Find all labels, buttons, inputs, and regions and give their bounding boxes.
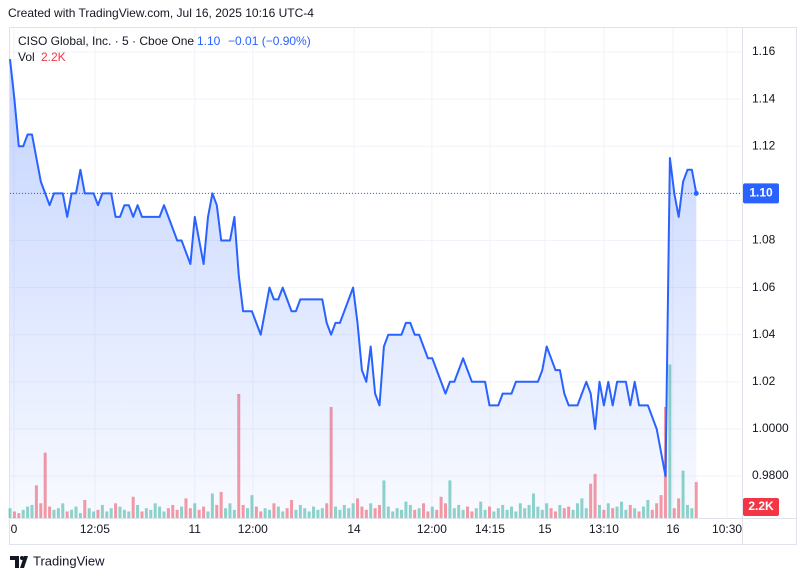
y-tick-label: 1.16 bbox=[752, 44, 776, 58]
y-tick-label: 0.9800 bbox=[752, 468, 789, 482]
y-tick-label: 1.02 bbox=[752, 374, 776, 388]
brand-logo bbox=[10, 556, 28, 568]
legend-change: −0.01 (−0.90%) bbox=[228, 34, 311, 48]
x-tick-label: 14:15 bbox=[475, 522, 505, 536]
x-tick-label: 12:00 bbox=[417, 522, 447, 536]
x-tick-label: 16 bbox=[666, 522, 680, 536]
frame bbox=[9, 27, 797, 545]
x-tick-label: 15 bbox=[538, 522, 552, 536]
volume-badge bbox=[743, 498, 779, 516]
volume-badge-label: 2.2K bbox=[748, 499, 774, 513]
y-tick-label: 1.14 bbox=[752, 91, 776, 105]
x-tick-label: 0 bbox=[11, 522, 18, 536]
y-tick-label: 1.06 bbox=[752, 280, 776, 294]
y-tick-label: 1.0000 bbox=[752, 421, 789, 435]
legend-symbol: CISO Global, Inc. · 5 · Cboe One bbox=[18, 34, 194, 48]
created-note: Created with TradingView.com, Jul 16, 20… bbox=[8, 6, 314, 20]
y-tick-label: 1.08 bbox=[752, 233, 776, 247]
y-tick-label: 1.04 bbox=[752, 327, 776, 341]
x-tick-label: 12:00 bbox=[238, 522, 268, 536]
y-tick-label: 1.12 bbox=[752, 138, 776, 152]
last-price-dot bbox=[693, 190, 699, 196]
legend-last: 1.10 bbox=[197, 34, 221, 48]
x-tick-label: 11 bbox=[189, 522, 202, 536]
last-price-label: 1.10 bbox=[749, 186, 773, 200]
legend-volume-last: 2.2K bbox=[41, 50, 66, 64]
x-tick-label: 10:30 bbox=[712, 522, 742, 536]
x-tick-label: 14 bbox=[347, 522, 361, 536]
x-tick-label: 12:05 bbox=[80, 522, 110, 536]
brand-name: TradingView bbox=[33, 553, 105, 568]
x-tick-label: 13:10 bbox=[589, 522, 619, 536]
last-price-badge bbox=[743, 183, 779, 204]
legend-volume-title: Vol bbox=[18, 50, 35, 64]
price-line bbox=[9, 58, 698, 478]
